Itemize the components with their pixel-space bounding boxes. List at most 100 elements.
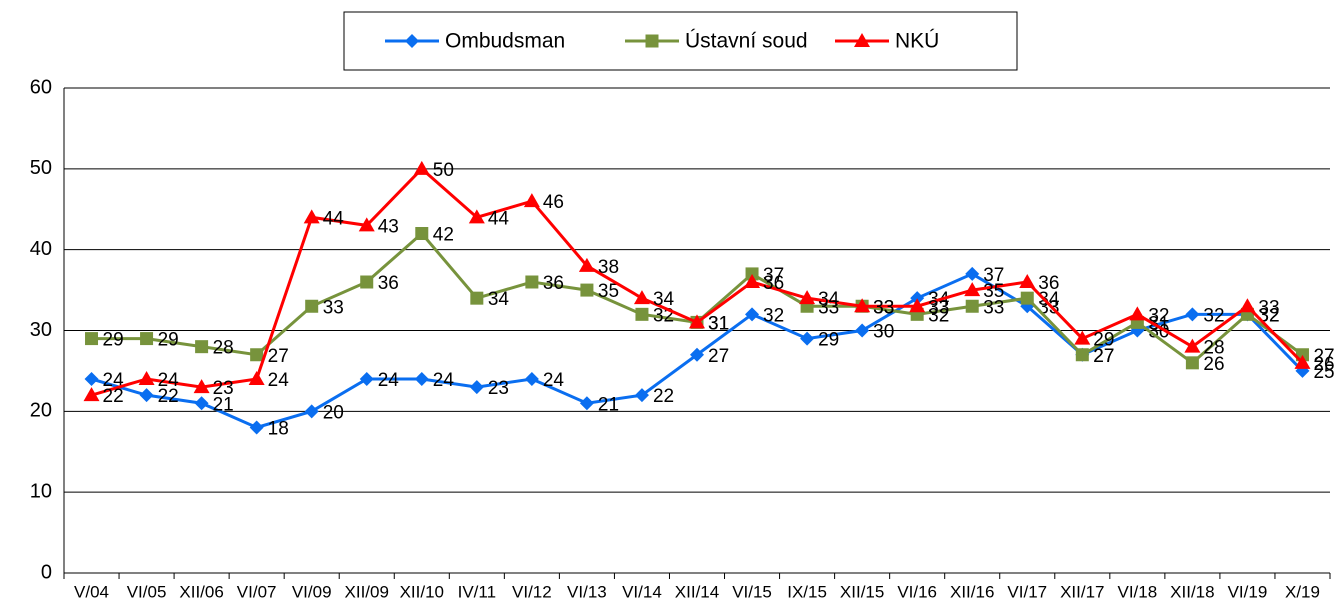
data-label: 35 [983,281,1004,302]
data-label: 23 [213,378,234,399]
marker [578,257,595,272]
x-tick-label: IX/15 [787,582,827,601]
marker [248,371,265,385]
data-label: 33 [928,297,949,318]
marker [744,274,761,288]
marker [249,420,264,435]
marker [635,307,649,321]
marker [854,298,871,313]
x-tick-label: IV/11 [458,582,496,601]
marker [1294,354,1311,369]
y-tick-label: 50 [30,157,52,179]
marker [413,160,430,175]
marker [303,209,320,224]
x-tick-label: VI/12 [512,582,552,601]
x-tick-label: VI/16 [897,582,937,601]
y-tick-label: 40 [30,238,52,260]
marker [1020,291,1034,305]
marker [415,227,429,240]
marker [580,283,594,297]
data-label: 29 [1093,330,1114,351]
x-tick-label: VI/09 [292,582,332,601]
marker [799,290,816,305]
y-tick-label: 60 [30,76,52,98]
data-label: 43 [378,216,399,237]
data-label: 24 [378,370,400,391]
data-label: 32 [1148,305,1169,326]
series-line [91,231,1304,365]
data-label: 27 [1093,346,1114,367]
data-label: 32 [763,305,784,326]
marker [1075,348,1089,362]
data-label: 20 [323,402,344,423]
data-label: 33 [1258,297,1279,318]
data-label: 26 [1313,354,1334,375]
marker [910,291,925,306]
marker [1185,356,1199,370]
marker [523,193,540,208]
data-label: 27 [1093,346,1114,367]
data-label: 37 [983,265,1004,286]
marker [305,299,319,313]
y-tick-label: 20 [30,400,52,422]
data-label: 31 [708,313,729,334]
marker [138,371,155,385]
marker [1185,307,1200,322]
marker [1239,298,1256,313]
marker [85,332,99,346]
data-label: 30 [873,322,894,343]
marker [745,307,760,322]
marker [84,372,99,386]
x-tick-label: XII/18 [1170,582,1214,601]
marker [304,404,319,419]
data-label: 32 [928,305,949,326]
data-label: 21 [213,394,234,415]
data-label: 25 [1313,362,1334,383]
data-label: 18 [268,419,289,440]
data-label: 27 [1313,346,1334,367]
y-tick-label: 30 [30,319,52,341]
data-label: 22 [158,386,179,407]
data-label: 28 [213,338,234,359]
marker [360,275,374,289]
x-tick-label: VI/19 [1228,582,1268,601]
marker [579,396,594,411]
marker [524,372,539,386]
marker [194,396,209,411]
data-label: 36 [378,273,399,294]
data-label: 29 [818,330,839,351]
marker [414,372,429,386]
data-label: 34 [818,289,840,310]
x-tick-label: XII/09 [345,582,389,601]
data-label: 44 [323,208,345,229]
marker [1129,306,1146,321]
marker [854,33,870,47]
legend-label: Ústavní soud [685,30,808,53]
x-tick-label: VI/05 [127,582,167,601]
marker [634,388,649,403]
data-label: 27 [268,346,289,367]
marker [358,217,375,232]
marker [964,282,981,297]
x-tick-label: V/04 [74,582,109,601]
marker [140,332,154,346]
marker [468,209,485,224]
marker [359,372,374,386]
data-label: 34 [1038,289,1060,310]
data-label: 42 [433,225,454,246]
x-tick-label: VI/18 [1117,582,1157,601]
y-tick-label: 10 [30,480,52,502]
data-label: 27 [708,346,729,367]
data-label: 29 [103,330,124,351]
x-tick-label: VI/13 [567,582,607,601]
data-label: 28 [1203,338,1224,359]
marker [195,340,209,354]
legend-label: NKÚ [895,30,939,53]
marker [525,275,539,289]
marker [1184,338,1201,353]
data-label: 24 [268,370,290,391]
x-tick-label: XII/10 [400,582,444,601]
data-label: 37 [763,265,784,286]
data-label: 24 [158,370,180,391]
marker [689,314,705,329]
